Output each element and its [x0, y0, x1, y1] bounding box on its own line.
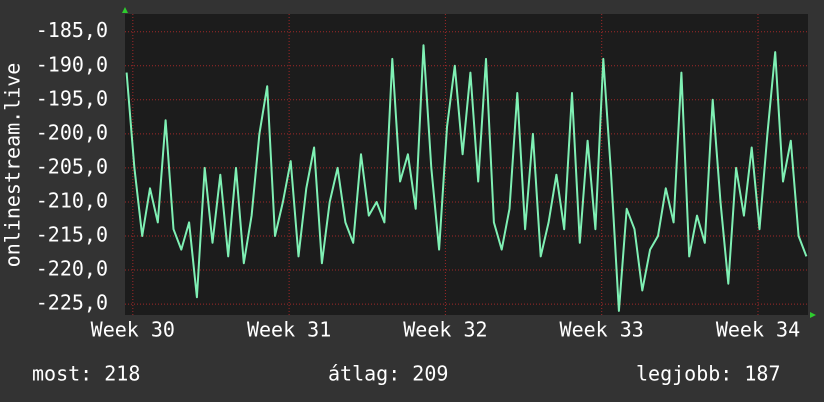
stat-current: most: 218	[32, 362, 140, 386]
axis-arrow	[122, 7, 128, 13]
y-tick-label: -195,0	[36, 86, 108, 110]
x-tick-label: Week 33	[560, 318, 644, 342]
y-tick-label: -200,0	[36, 120, 108, 144]
y-tick-label: -215,0	[36, 223, 108, 247]
x-tick-label: Week 34	[716, 318, 800, 342]
y-tick-label: -190,0	[36, 52, 108, 76]
y-tick-label: -225,0	[36, 291, 108, 315]
y-tick-label: -220,0	[36, 257, 108, 281]
x-tick-label: Week 32	[403, 318, 487, 342]
x-tick-label: Week 31	[247, 318, 331, 342]
y-tick-label: -185,0	[36, 18, 108, 42]
y-axis-label: onlinestream.live	[1, 63, 25, 268]
data-line	[125, 44, 808, 312]
y-tick-label: -210,0	[36, 188, 108, 212]
plot-area	[125, 14, 808, 315]
x-tick-label: Week 30	[91, 318, 175, 342]
stat-average: átlag: 209	[328, 362, 448, 386]
stat-best: legjobb: 187	[636, 362, 781, 386]
axis-arrow	[810, 312, 816, 318]
y-tick-label: -205,0	[36, 154, 108, 178]
